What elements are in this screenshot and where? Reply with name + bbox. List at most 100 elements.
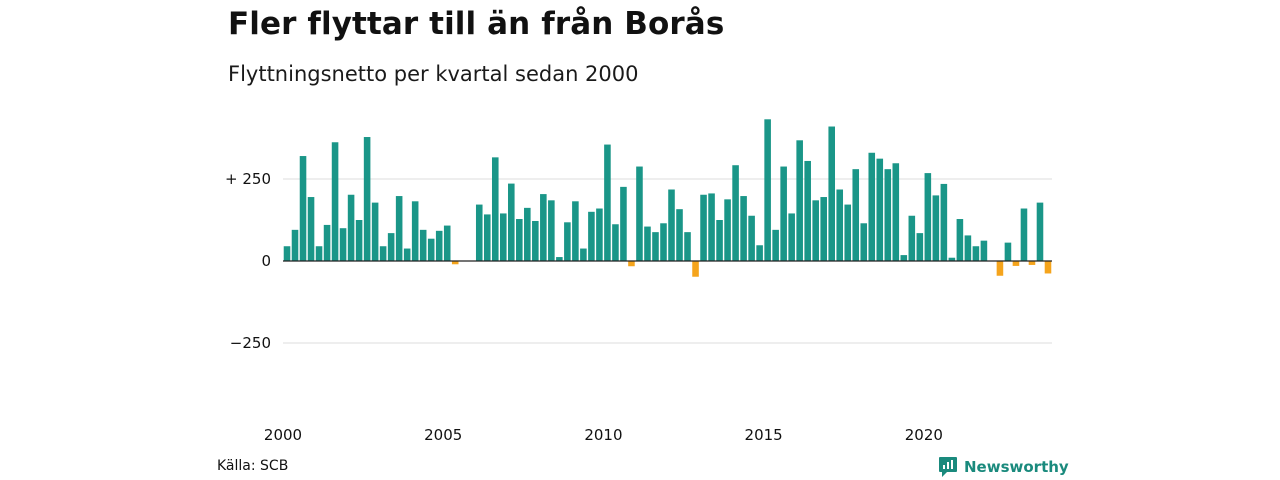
bar xyxy=(283,246,291,261)
bar xyxy=(451,261,459,265)
bar xyxy=(1012,261,1020,266)
bar xyxy=(556,257,563,261)
source-note: Källa: SCB xyxy=(217,458,289,474)
bar xyxy=(748,215,755,261)
bar xyxy=(636,166,643,261)
bars xyxy=(283,119,1052,277)
bar xyxy=(508,183,515,261)
bar xyxy=(604,144,611,261)
bar xyxy=(820,197,827,261)
bar xyxy=(940,183,948,261)
x-tick-label: 2000 xyxy=(264,426,302,444)
bar xyxy=(435,230,443,261)
bar xyxy=(419,229,427,261)
bar xyxy=(395,196,403,261)
chart-title: Fler flyttar till än från Borås xyxy=(228,6,725,42)
bar xyxy=(884,169,892,261)
bar xyxy=(804,160,811,261)
x-tick-label: 2020 xyxy=(905,426,943,444)
bar xyxy=(475,204,483,261)
bar xyxy=(868,152,876,261)
y-tick-label: −250 xyxy=(230,334,271,352)
bar xyxy=(836,189,844,261)
bar xyxy=(676,209,683,261)
bar xyxy=(980,240,988,261)
bar xyxy=(1044,261,1052,274)
bar xyxy=(291,229,299,261)
bar xyxy=(756,245,763,261)
bar xyxy=(652,232,659,261)
bar xyxy=(443,225,451,261)
bar xyxy=(331,142,339,261)
bar xyxy=(812,200,819,261)
bar xyxy=(1036,202,1044,261)
bar xyxy=(692,261,699,277)
bar xyxy=(708,193,715,261)
bar xyxy=(740,196,747,261)
bar xyxy=(996,261,1004,276)
bar xyxy=(964,235,972,261)
bar xyxy=(956,219,964,261)
bar xyxy=(772,229,779,261)
bar xyxy=(403,248,411,261)
bar xyxy=(548,200,555,261)
bar xyxy=(491,157,499,261)
newsworthy-logo-icon xyxy=(939,457,957,477)
gridlines xyxy=(283,178,1052,344)
bar xyxy=(628,261,635,267)
bar xyxy=(339,228,347,261)
bar xyxy=(900,255,908,261)
bar xyxy=(660,223,667,261)
bar xyxy=(347,194,355,261)
bar xyxy=(387,233,395,261)
bar xyxy=(564,222,571,261)
chart-subtitle: Flyttningsnetto per kvartal sedan 2000 xyxy=(228,62,639,86)
x-axis-ticks: 2000 2005 2010 2015 2020 xyxy=(264,426,943,444)
bar xyxy=(844,204,852,261)
bar xyxy=(788,213,795,261)
bar xyxy=(596,208,603,261)
bar xyxy=(828,126,835,262)
bar xyxy=(411,201,419,261)
brand-logo: Newsworthy xyxy=(938,456,1069,478)
bar xyxy=(852,169,860,261)
bar xyxy=(540,194,547,261)
bar xyxy=(532,220,539,261)
bar xyxy=(876,158,884,261)
bar xyxy=(892,163,900,261)
bar xyxy=(315,246,323,261)
x-tick-label: 2005 xyxy=(424,426,462,444)
bar xyxy=(716,220,723,261)
bar xyxy=(355,220,363,261)
bar xyxy=(524,207,531,261)
bar xyxy=(724,199,731,261)
bar xyxy=(1028,261,1036,265)
bar xyxy=(948,257,956,261)
y-axis-ticks: + 250 0 −250 xyxy=(225,170,271,352)
bar xyxy=(732,165,739,261)
bar xyxy=(908,215,916,261)
y-tick-label: + 250 xyxy=(225,170,271,188)
bar xyxy=(580,248,587,261)
bar xyxy=(323,224,331,261)
bar xyxy=(620,186,627,261)
bar xyxy=(572,201,579,261)
bar xyxy=(483,214,491,261)
x-tick-label: 2010 xyxy=(584,426,622,444)
bar xyxy=(427,238,435,261)
bar xyxy=(924,173,932,261)
bar xyxy=(299,156,307,261)
y-tick-label: 0 xyxy=(261,252,271,270)
bar xyxy=(588,211,595,261)
bar xyxy=(684,232,691,261)
bar xyxy=(612,224,619,261)
bar xyxy=(379,246,387,261)
bar xyxy=(932,195,940,261)
bar xyxy=(764,119,771,261)
bar xyxy=(644,226,651,261)
bar xyxy=(307,197,315,261)
bar xyxy=(860,223,868,261)
bar xyxy=(796,140,803,261)
bar xyxy=(500,213,507,261)
bar xyxy=(972,246,980,261)
